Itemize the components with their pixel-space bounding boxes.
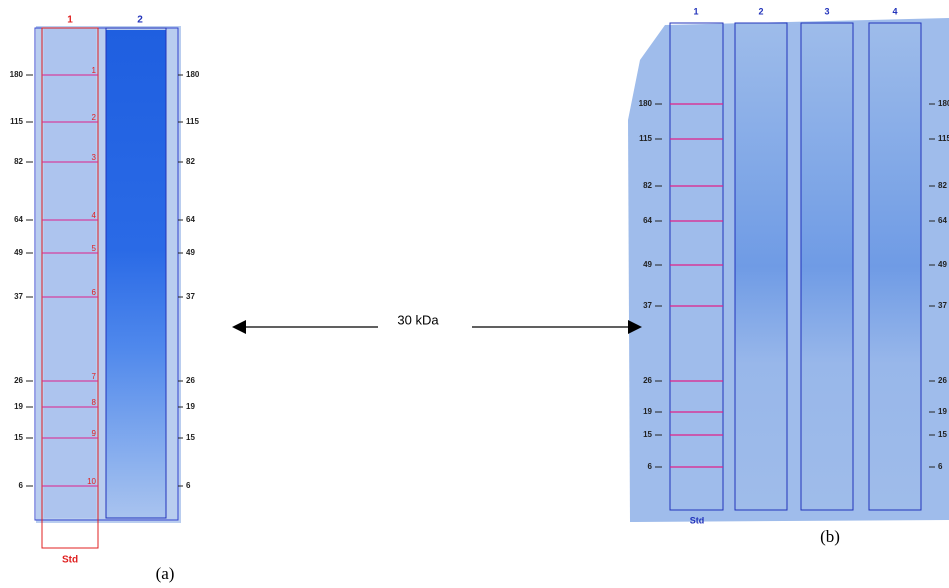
marker-label: 49 [14, 248, 23, 257]
lane-label: 2 [758, 6, 763, 16]
marker-label: 180 [938, 99, 949, 108]
marker-label: 49 [186, 248, 195, 257]
band-number: 3 [92, 153, 97, 162]
marker-label: 37 [643, 301, 652, 310]
marker-label: 64 [938, 216, 947, 225]
marker-label: 6 [648, 462, 653, 471]
marker-label: 19 [938, 407, 947, 416]
lane-label: 1 [693, 6, 698, 16]
band-number: 6 [92, 288, 97, 297]
marker-label: 19 [186, 402, 195, 411]
marker-label: 82 [186, 157, 195, 166]
marker-label: 26 [186, 376, 195, 385]
band-number: 7 [92, 372, 97, 381]
marker-label: 37 [938, 301, 947, 310]
marker-label: 26 [938, 376, 947, 385]
std-label: Std [690, 515, 705, 525]
caption: (a) [156, 564, 175, 583]
marker-label: 49 [938, 260, 947, 269]
marker-label: 64 [643, 216, 652, 225]
figure: 30 kDa (a) (b) Std Std 18018011511582826… [0, 0, 949, 588]
marker-label: 26 [643, 376, 652, 385]
lane-sample [735, 23, 787, 510]
band-number: 9 [92, 429, 97, 438]
marker-label: 115 [186, 117, 199, 126]
marker-label: 64 [14, 215, 23, 224]
marker-label: 49 [643, 260, 652, 269]
marker-label: 6 [186, 481, 191, 490]
marker-label: 15 [938, 430, 947, 439]
marker-label: 6 [938, 462, 943, 471]
marker-label: 115 [639, 134, 652, 143]
lane-a-std [44, 28, 96, 518]
marker-label: 15 [643, 430, 652, 439]
marker-label: 19 [14, 402, 23, 411]
marker-label: 6 [19, 481, 24, 490]
band-number: 5 [92, 244, 97, 253]
marker-label: 19 [643, 407, 652, 416]
marker-label: 26 [14, 376, 23, 385]
marker-label: 82 [938, 181, 947, 190]
caption: (b) [820, 527, 840, 546]
lane-sample [869, 23, 921, 510]
marker-label: 37 [14, 292, 23, 301]
lane-label: 4 [892, 6, 897, 16]
band-number: 1 [92, 66, 97, 75]
annotation: 30 kDa [397, 312, 439, 327]
marker-label: 15 [186, 433, 195, 442]
lane-label: 3 [824, 6, 829, 16]
marker-label: 180 [186, 70, 200, 79]
marker-label: 15 [14, 433, 23, 442]
lane-a-sample [106, 30, 166, 518]
marker-label: 82 [643, 181, 652, 190]
marker-label: 64 [186, 215, 195, 224]
marker-label: 180 [10, 70, 24, 79]
band-number: 2 [92, 113, 97, 122]
band-number: 8 [92, 398, 97, 407]
std-label: Std [62, 555, 78, 566]
lane-label: 1 [67, 15, 73, 26]
marker-label: 180 [639, 99, 653, 108]
lane-sample [801, 23, 853, 510]
marker-label: 115 [938, 134, 949, 143]
band-number: 4 [92, 211, 97, 220]
marker-label: 115 [10, 117, 23, 126]
lane-label: 2 [137, 15, 143, 26]
arrow-head [232, 320, 246, 334]
marker-label: 37 [186, 292, 195, 301]
marker-label: 82 [14, 157, 23, 166]
band-number: 10 [87, 477, 96, 486]
